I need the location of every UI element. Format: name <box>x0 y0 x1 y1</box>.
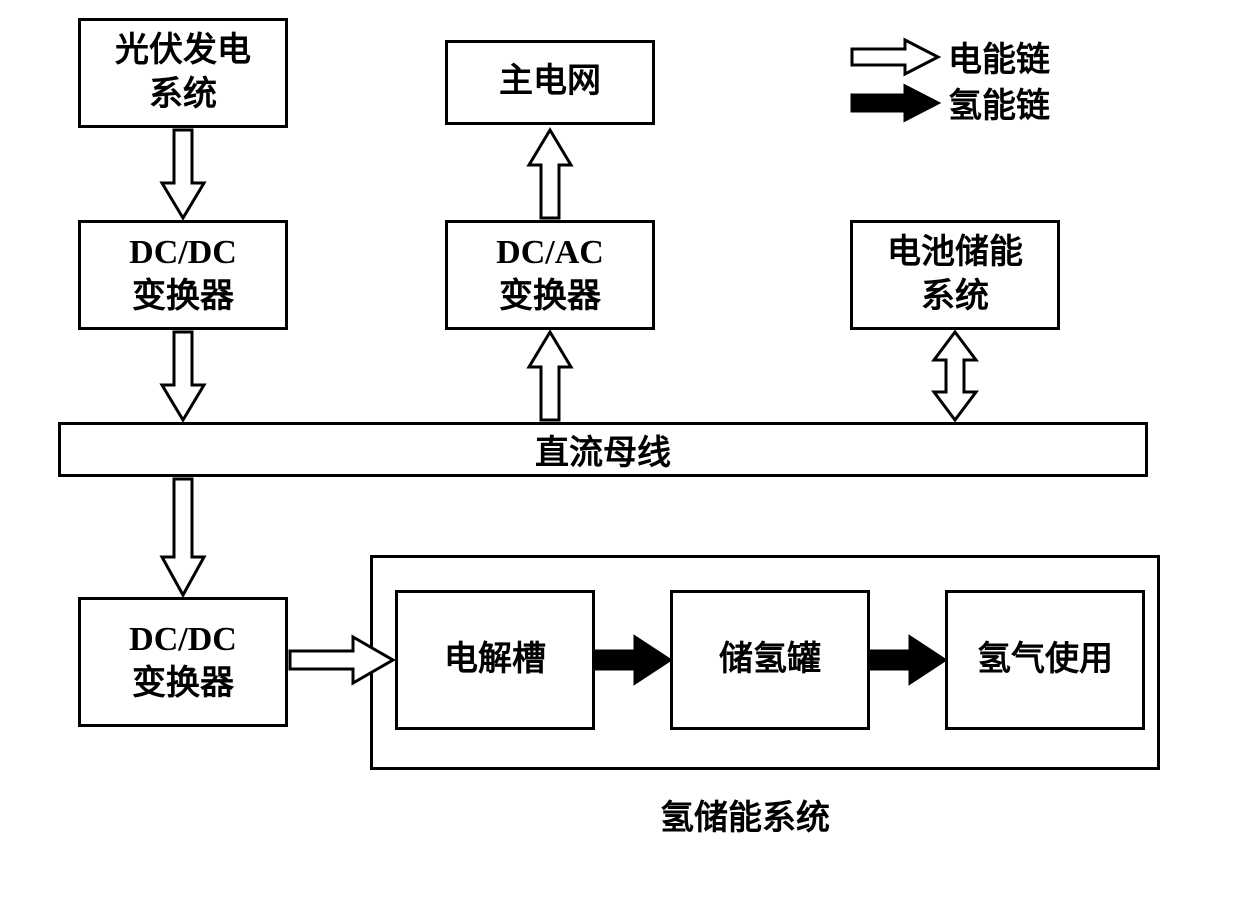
arrow-bus-dcac <box>527 330 573 422</box>
legend-power-arrow-icon <box>850 38 940 76</box>
arrow-dcdc2-electrolyzer <box>288 635 395 685</box>
node-dcdc2-label: DC/DC变换器 <box>129 618 237 706</box>
node-battery-label: 电池储能系统 <box>887 231 1023 319</box>
node-usage-label: 氢气使用 <box>977 638 1113 682</box>
arrow-tank-usage <box>870 635 945 685</box>
legend-h2-row: 氢能链 <box>850 78 1050 127</box>
node-dcdc1-label: DC/DC变换器 <box>129 231 237 319</box>
node-grid-label: 主电网 <box>499 60 601 104</box>
legend-power-label: 电能链 <box>948 32 1050 81</box>
node-dcac-label: DC/AC变换器 <box>496 231 604 319</box>
legend-h2-arrow-icon <box>850 84 940 122</box>
node-grid: 主电网 <box>445 40 655 125</box>
legend-h2-label: 氢能链 <box>948 78 1050 127</box>
node-tank: 储氢罐 <box>670 590 870 730</box>
legend-power-row: 电能链 <box>850 32 1050 81</box>
node-pv: 光伏发电系统 <box>78 18 288 128</box>
arrow-dcdc1-bus <box>160 330 206 422</box>
node-usage: 氢气使用 <box>945 590 1145 730</box>
node-pv-label: 光伏发电系统 <box>115 29 251 117</box>
node-dcdc2: DC/DC变换器 <box>78 597 288 727</box>
node-bus: 直流母线 <box>58 422 1148 477</box>
arrow-bus-dcdc2 <box>160 477 206 597</box>
node-bus-label: 直流母线 <box>535 425 671 474</box>
arrow-pv-dcdc1 <box>160 128 206 220</box>
arrow-dcac-grid <box>527 128 573 220</box>
h2-system-label-text: 氢储能系统 <box>660 800 830 837</box>
node-electrolyzer: 电解槽 <box>395 590 595 730</box>
h2-system-label: 氢储能系统 <box>660 790 830 839</box>
node-tank-label: 储氢罐 <box>719 638 821 682</box>
node-electrolyzer-label: 电解槽 <box>444 638 546 682</box>
node-battery: 电池储能系统 <box>850 220 1060 330</box>
node-dcdc1: DC/DC变换器 <box>78 220 288 330</box>
arrow-electrolyzer-tank <box>595 635 670 685</box>
arrow-battery-bus <box>932 330 978 422</box>
node-dcac: DC/AC变换器 <box>445 220 655 330</box>
